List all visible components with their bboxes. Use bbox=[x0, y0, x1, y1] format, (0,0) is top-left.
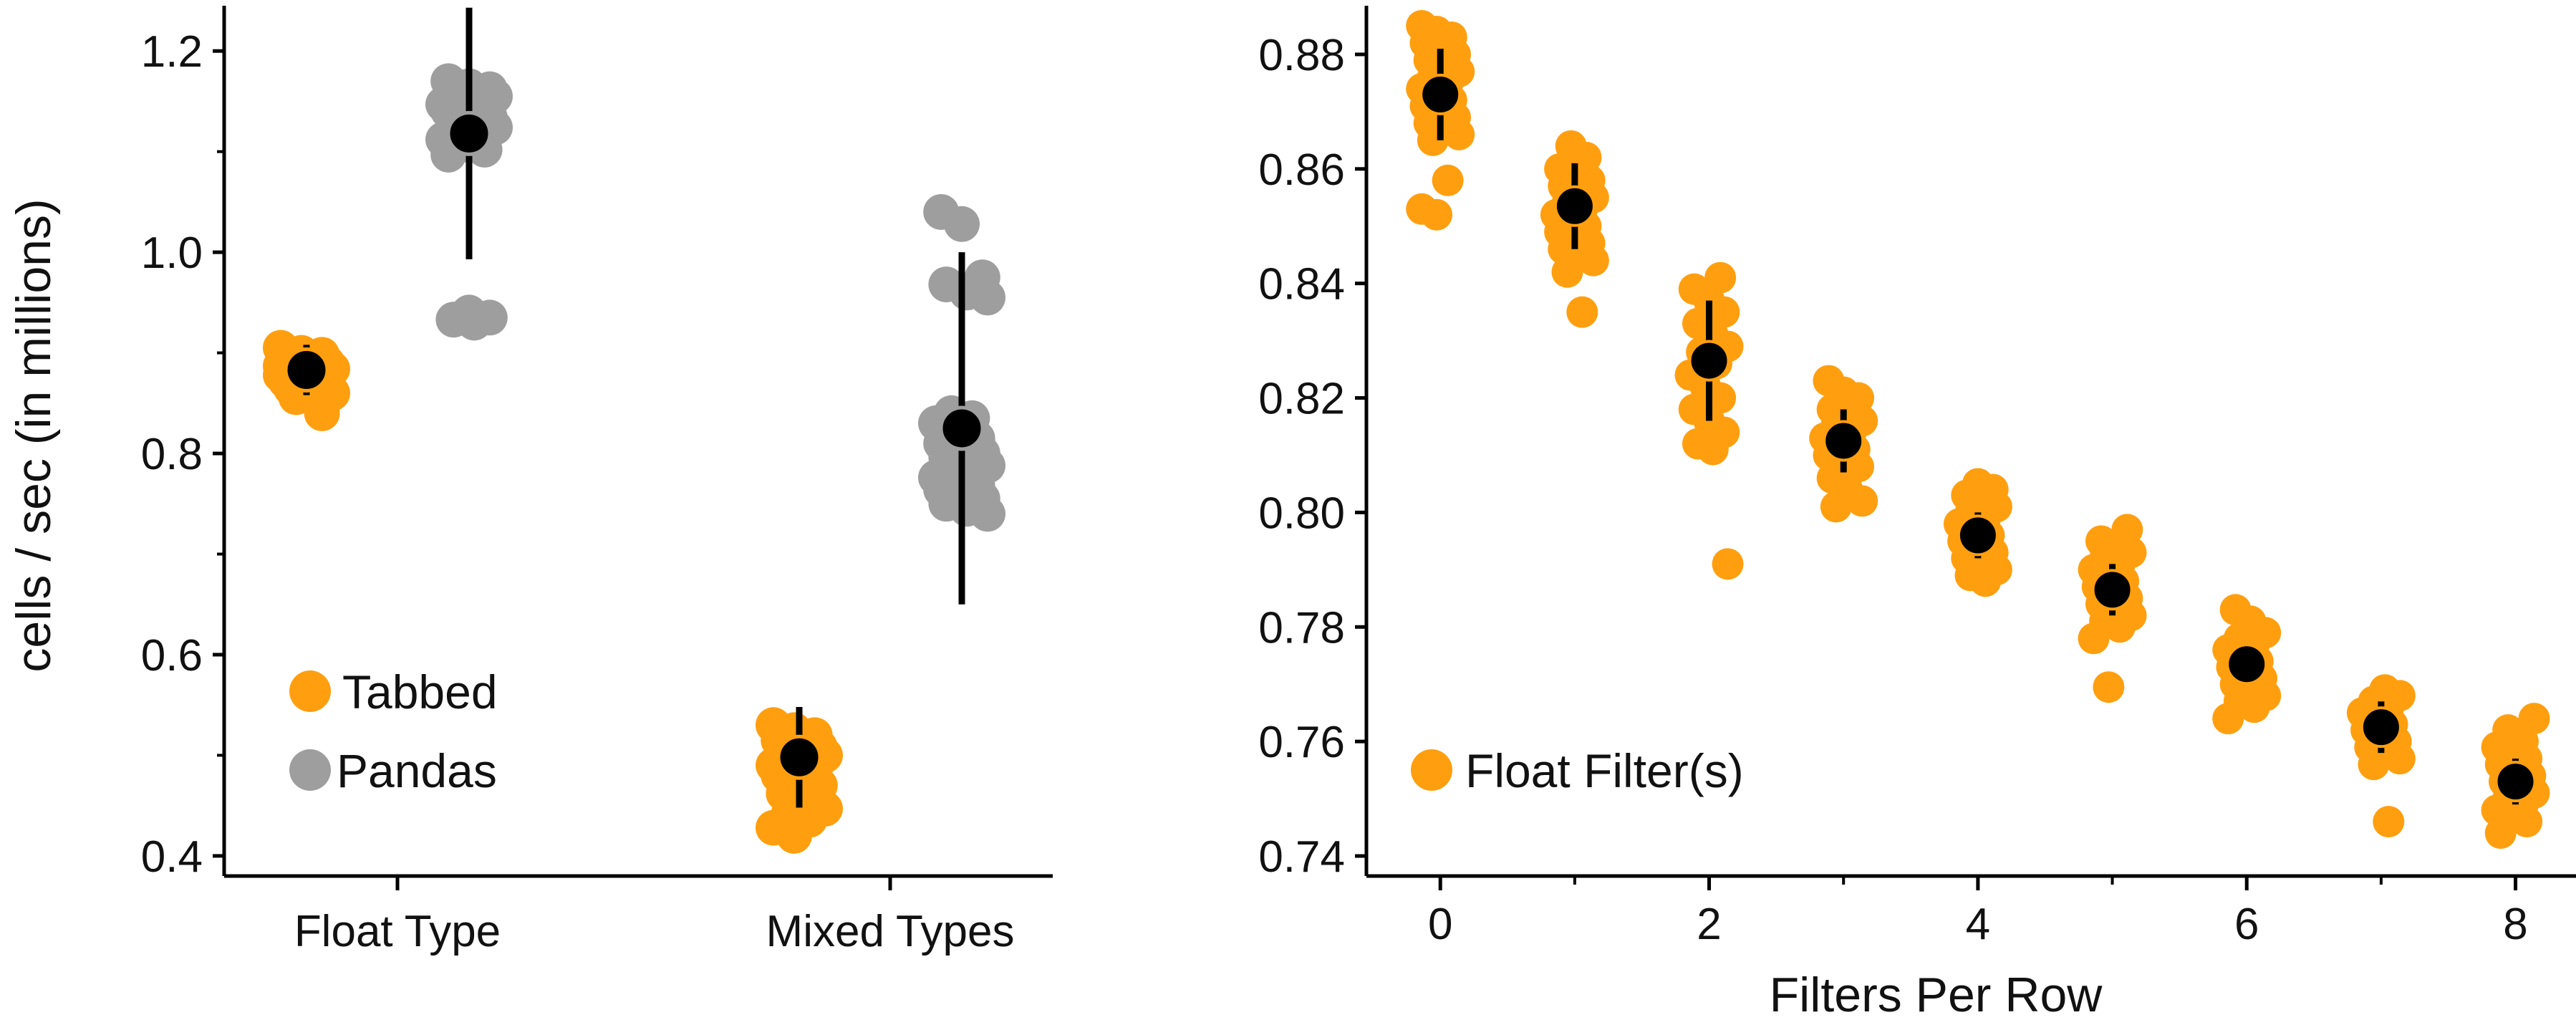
mean-marker bbox=[284, 347, 329, 393]
left-y-ticks: 0.4 0.6 0.8 1.0 1.2 bbox=[141, 27, 224, 882]
left-legend: Tabbed Pandas bbox=[289, 665, 498, 797]
data-point-float-filter bbox=[1712, 548, 1744, 580]
legend-marker-pandas bbox=[289, 749, 331, 791]
right-y-tick-label: 0.78 bbox=[1258, 603, 1345, 653]
mean-marker bbox=[2360, 706, 2402, 749]
right-x-ticks: 0 2 4 6 8 bbox=[1428, 876, 2528, 949]
right-legend: Float Filter(s) bbox=[1411, 744, 1744, 797]
mean-marker bbox=[1957, 514, 1999, 557]
data-point-float-filter bbox=[1551, 256, 1583, 288]
data-point-float-filter bbox=[1417, 124, 1449, 156]
legend-label-tabbed: Tabbed bbox=[342, 665, 498, 718]
mean-marker bbox=[1823, 420, 1865, 462]
left-y-tick-label: 0.4 bbox=[141, 832, 203, 882]
right-y-tick-label: 0.86 bbox=[1258, 145, 1345, 195]
data-point-pandas bbox=[970, 496, 1005, 532]
data-point-float-filter bbox=[2212, 703, 2244, 735]
data-point-float-filter bbox=[2484, 817, 2517, 850]
mean-marker bbox=[1688, 340, 1730, 382]
data-point-float-filter bbox=[1577, 244, 1609, 276]
data-point-float-filter bbox=[2373, 806, 2405, 838]
data-point-float-filter bbox=[2238, 691, 2270, 723]
mean-marker bbox=[2494, 761, 2537, 803]
right-y-ticks: 0.74 0.76 0.78 0.80 0.82 0.84 0.86 0.88 bbox=[1258, 31, 1366, 882]
legend-marker-float-filters bbox=[1411, 749, 1452, 791]
data-point-pandas bbox=[970, 279, 1005, 316]
left-y-tick-label: 0.8 bbox=[141, 430, 203, 479]
legend-label-float-filters: Float Filter(s) bbox=[1465, 744, 1744, 797]
data-point-float-filter bbox=[1820, 491, 1852, 523]
right-y-tick-label: 0.80 bbox=[1258, 489, 1345, 538]
legend-label-pandas: Pandas bbox=[337, 744, 497, 797]
mean-marker bbox=[2226, 643, 2268, 685]
left-x-tick-label: Float Type bbox=[294, 907, 501, 956]
right-panel-chart: 0.74 0.76 0.78 0.80 0.82 0.84 0.86 0.88 0 2 4 6 8 F… bbox=[1258, 6, 2576, 1020]
mean-marker bbox=[939, 405, 985, 451]
mean-marker bbox=[1419, 73, 1462, 115]
right-x-tick-label: 8 bbox=[2503, 900, 2527, 949]
right-plot-marks bbox=[1406, 9, 2550, 850]
right-y-tick-label: 0.82 bbox=[1258, 375, 1345, 424]
right-x-axis-title: Filters Per Row bbox=[1770, 968, 2103, 1020]
data-point-float-filter bbox=[1969, 565, 2002, 597]
right-y-tick-label: 0.74 bbox=[1258, 832, 1345, 882]
data-point-float-filter bbox=[2511, 806, 2543, 838]
mean-marker bbox=[1553, 185, 1596, 227]
data-point-float-filter bbox=[1443, 118, 1475, 150]
data-point-float-filter bbox=[2103, 611, 2136, 643]
left-y-axis-title: cells / sec (in millions) bbox=[6, 198, 61, 672]
mean-marker bbox=[446, 110, 492, 156]
data-point-float-filter bbox=[1421, 198, 1453, 231]
right-x-tick-label: 2 bbox=[1697, 900, 1721, 949]
data-point-float-filter bbox=[2358, 749, 2390, 781]
left-panel-chart: 0.4 0.6 0.8 1.0 1.2 Float Type Mixed Types ce… bbox=[6, 6, 1053, 956]
data-point-tabbed bbox=[304, 395, 340, 431]
right-y-tick-label: 0.84 bbox=[1258, 260, 1345, 309]
data-point-float-filter bbox=[1566, 296, 1598, 328]
mean-marker bbox=[2091, 569, 2133, 611]
left-x-ticks: Float Type Mixed Types bbox=[294, 876, 1015, 956]
data-point-float-filter bbox=[2078, 622, 2110, 655]
right-y-tick-label: 0.88 bbox=[1258, 31, 1345, 80]
data-point-tabbed bbox=[776, 817, 812, 854]
data-point-pandas bbox=[944, 206, 980, 242]
right-x-tick-label: 6 bbox=[2234, 900, 2259, 949]
data-point-float-filter bbox=[2383, 743, 2416, 775]
left-x-tick-label: Mixed Types bbox=[766, 907, 1015, 956]
right-x-tick-label: 4 bbox=[1966, 900, 1990, 949]
right-x-tick-label: 0 bbox=[1428, 900, 1452, 949]
left-y-tick-label: 0.6 bbox=[141, 631, 203, 680]
left-y-tick-label: 1.0 bbox=[141, 228, 203, 278]
data-point-float-filter bbox=[1846, 485, 1878, 517]
legend-marker-tabbed bbox=[289, 670, 331, 712]
left-y-tick-label: 1.2 bbox=[141, 27, 203, 77]
left-plot-marks bbox=[263, 7, 1005, 854]
data-point-pandas bbox=[456, 304, 493, 341]
data-point-float-filter bbox=[2093, 671, 2125, 703]
right-y-tick-label: 0.76 bbox=[1258, 718, 1345, 767]
data-point-float-filter bbox=[1697, 433, 1729, 466]
mean-marker bbox=[776, 734, 822, 780]
data-point-float-filter bbox=[1432, 164, 1464, 196]
